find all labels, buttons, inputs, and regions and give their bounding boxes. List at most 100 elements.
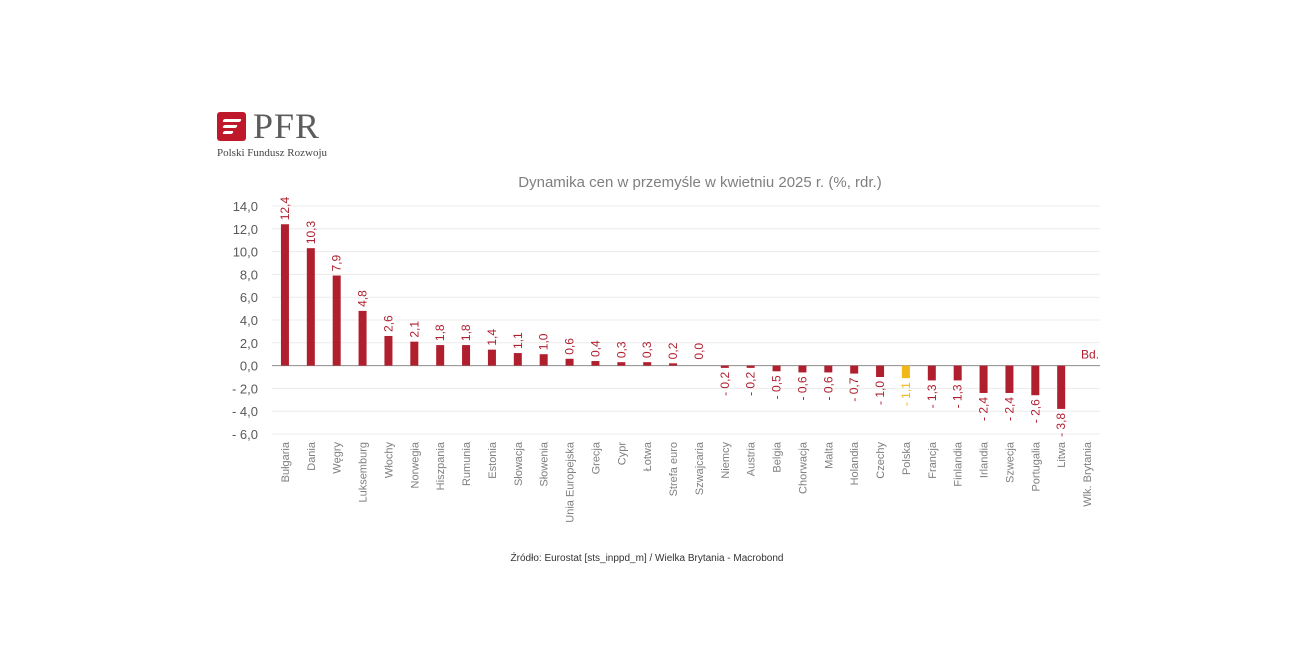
data-label: - 0,5 (770, 375, 784, 399)
data-label: 1,4 (485, 329, 499, 346)
data-label: 2,6 (381, 315, 395, 332)
category-label: Luksemburg (358, 442, 370, 503)
category-label: Litwa (1056, 441, 1068, 468)
category-label: Słowenia (539, 441, 551, 487)
data-label: - 2,6 (1028, 399, 1042, 423)
data-label: - 2,4 (1002, 397, 1016, 421)
bar (1057, 365, 1066, 409)
data-label: - 1,1 (899, 382, 913, 406)
y-tick-label: 2,0 (240, 336, 258, 351)
data-label: 1,0 (537, 333, 551, 350)
y-tick-label: - 2,0 (232, 381, 258, 396)
bar (953, 365, 962, 381)
bar (669, 363, 678, 366)
category-label: Rumunia (461, 441, 473, 486)
data-label: 1,8 (459, 324, 473, 341)
bar (617, 362, 626, 366)
bar (436, 345, 445, 366)
data-label: - 1,3 (951, 384, 965, 408)
bar (565, 358, 574, 366)
bar (720, 365, 729, 368)
bar (539, 354, 548, 366)
bar (798, 365, 807, 373)
category-label: Strefa euro (668, 442, 680, 496)
category-label: Czechy (875, 442, 887, 479)
bar (513, 353, 522, 366)
data-label: 10,3 (304, 220, 318, 244)
y-tick-label: 4,0 (240, 313, 258, 328)
data-label: - 0,7 (847, 377, 861, 401)
category-label: Finlandia (953, 441, 965, 487)
y-tick-label: 10,0 (233, 245, 258, 260)
category-label: Cypr (616, 442, 628, 466)
category-label: Dania (306, 441, 318, 471)
data-label: - 3,8 (1054, 413, 1068, 437)
category-label: Słowacja (513, 441, 525, 486)
y-tick-label: 14,0 (233, 199, 258, 214)
bar (746, 365, 755, 368)
data-label: 1,1 (511, 332, 525, 349)
data-label: 0,0 (692, 343, 706, 360)
data-label: 0,4 (588, 340, 602, 357)
category-label: Holandia (849, 441, 861, 485)
category-label: Polska (901, 441, 913, 475)
bar (979, 365, 988, 393)
bar (384, 335, 393, 366)
category-label: Irlandia (979, 441, 991, 478)
data-label: 0,6 (563, 338, 577, 355)
logo-subtitle: Polski Fundusz Rozwoju (217, 147, 328, 159)
data-label: - 0,6 (795, 376, 809, 400)
bar (1005, 365, 1014, 393)
bar (901, 365, 910, 379)
bar (850, 365, 859, 374)
data-label: - 0,6 (821, 376, 835, 400)
bar (332, 275, 341, 366)
bar (358, 310, 367, 366)
category-label: Włochy (383, 442, 395, 479)
category-label: Malta (823, 441, 835, 469)
y-tick-label: 6,0 (240, 290, 258, 305)
bar (306, 248, 315, 366)
category-label: Szwajcaria (694, 441, 706, 495)
data-label: 0,3 (640, 341, 654, 358)
bar (487, 349, 496, 366)
data-label: 2,1 (407, 321, 421, 338)
data-label: - 2,4 (977, 397, 991, 421)
category-label: Estonia (487, 441, 499, 479)
bar (462, 345, 471, 366)
chart-title: Dynamika cen w przemyśle w kwietniu 2025… (518, 174, 881, 191)
data-label: - 0,2 (744, 372, 758, 396)
data-label: - 1,0 (873, 381, 887, 405)
category-label: Łotwa (642, 441, 654, 471)
data-label: 1,8 (433, 324, 447, 341)
data-label: - 0,2 (718, 372, 732, 396)
category-label: Szwecja (1004, 441, 1016, 483)
y-tick-label: 0,0 (240, 359, 258, 374)
bar (410, 341, 419, 366)
bar (1031, 365, 1040, 396)
data-label: - 1,3 (925, 384, 939, 408)
bar (591, 361, 600, 366)
y-tick-label: - 4,0 (232, 404, 258, 419)
bar (876, 365, 885, 377)
bar (280, 224, 289, 366)
data-label: Bd. (1081, 348, 1099, 362)
category-label: Niemcy (720, 442, 732, 479)
data-label: 0,3 (614, 341, 628, 358)
bar (772, 365, 781, 372)
category-label: Belgia (772, 441, 784, 472)
pfr-logo-icon (217, 112, 246, 141)
category-label: Unia Europejska (565, 441, 577, 523)
bar (927, 365, 936, 381)
category-label: Bułgaria (280, 441, 292, 482)
bar (824, 365, 833, 373)
y-tick-label: 12,0 (233, 222, 258, 237)
category-label: Wlk. Brytania (1082, 441, 1094, 507)
data-label: 4,8 (356, 290, 370, 307)
category-label: Portugalia (1030, 441, 1042, 491)
category-label: Hiszpania (435, 441, 447, 490)
category-label: Austria (746, 441, 758, 476)
category-label: Grecja (590, 441, 602, 474)
logo-name: PFR (253, 106, 321, 146)
